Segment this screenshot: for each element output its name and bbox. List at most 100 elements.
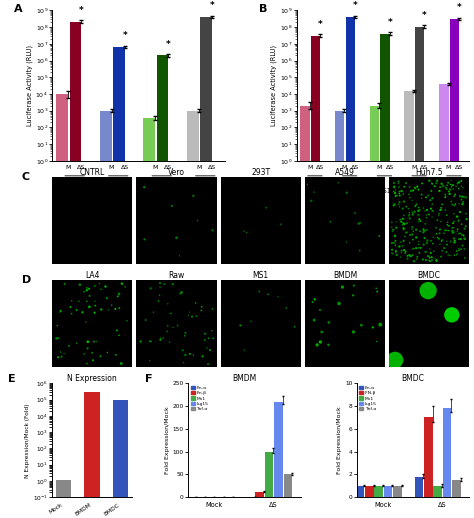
Point xyxy=(438,204,445,212)
Point xyxy=(428,194,436,203)
Point xyxy=(407,252,415,261)
Text: ΔS: ΔS xyxy=(164,165,173,170)
Point xyxy=(400,215,407,223)
Point xyxy=(461,254,469,262)
Point xyxy=(450,228,457,237)
Point xyxy=(388,223,396,232)
Point xyxy=(448,182,456,191)
Bar xyxy=(283,474,292,497)
Bar xyxy=(381,34,390,518)
Point xyxy=(416,215,423,223)
Bar xyxy=(433,486,442,497)
Text: BMDM: BMDM xyxy=(444,188,464,194)
Point xyxy=(393,191,401,199)
Bar xyxy=(384,486,392,497)
Point xyxy=(458,200,466,208)
Point xyxy=(463,215,470,223)
Point xyxy=(169,323,177,332)
Point xyxy=(400,211,408,220)
Title: MS1: MS1 xyxy=(253,271,269,280)
Text: *: * xyxy=(79,6,84,16)
Point xyxy=(421,227,428,235)
Point xyxy=(444,221,451,229)
Point xyxy=(73,339,80,348)
Point xyxy=(391,232,399,240)
Point xyxy=(455,178,463,186)
Text: *: * xyxy=(387,18,392,27)
Point xyxy=(436,240,444,249)
Point xyxy=(422,256,430,264)
Title: BMDM: BMDM xyxy=(333,271,357,280)
Point xyxy=(456,229,464,238)
Point xyxy=(450,238,457,247)
Point xyxy=(402,248,410,256)
Point xyxy=(167,309,175,318)
Point xyxy=(175,252,183,260)
Point xyxy=(83,359,91,368)
Point xyxy=(447,237,455,246)
Point xyxy=(409,230,416,238)
Point xyxy=(453,250,461,258)
Point xyxy=(450,202,458,210)
Point xyxy=(461,235,469,243)
Point xyxy=(415,240,422,249)
Point xyxy=(369,323,377,332)
Point xyxy=(390,201,398,209)
Point xyxy=(140,183,148,191)
Title: LA4: LA4 xyxy=(85,271,100,280)
Point xyxy=(179,346,187,354)
Point xyxy=(459,183,466,192)
Point xyxy=(357,219,365,227)
Point xyxy=(161,280,168,288)
Text: F: F xyxy=(145,374,153,384)
Point xyxy=(186,350,194,358)
Point xyxy=(108,301,116,309)
Point xyxy=(443,211,451,219)
Point xyxy=(389,227,396,236)
Point xyxy=(424,252,432,260)
Point xyxy=(428,256,436,264)
Text: M: M xyxy=(196,165,201,170)
Point xyxy=(440,244,448,252)
Point xyxy=(426,256,433,265)
Point xyxy=(349,291,357,299)
Title: A549: A549 xyxy=(335,168,355,177)
Point xyxy=(394,179,402,188)
Point xyxy=(182,351,189,359)
Text: ΔS: ΔS xyxy=(455,165,463,170)
Point xyxy=(157,334,164,342)
Point xyxy=(438,180,446,188)
Point xyxy=(335,299,343,308)
Point xyxy=(391,232,399,240)
Point xyxy=(452,200,459,208)
Text: Mock: Mock xyxy=(374,502,392,508)
Point xyxy=(435,211,442,220)
Point xyxy=(408,231,416,239)
Point xyxy=(428,179,436,187)
Point xyxy=(446,251,454,260)
Point xyxy=(422,193,430,202)
Title: BMDC: BMDC xyxy=(418,271,441,280)
Point xyxy=(83,284,91,292)
Point xyxy=(408,225,416,233)
Text: Mock: Mock xyxy=(206,502,223,508)
Point xyxy=(455,184,463,193)
Point xyxy=(450,210,458,218)
Point xyxy=(60,349,68,357)
Bar xyxy=(255,492,264,497)
Point xyxy=(203,344,211,352)
Point xyxy=(458,220,465,228)
Point xyxy=(350,328,357,336)
Point xyxy=(147,337,155,346)
Point xyxy=(115,290,123,298)
Bar xyxy=(84,392,100,497)
Point xyxy=(416,249,423,257)
Point xyxy=(399,221,407,229)
Point xyxy=(173,234,180,242)
Bar xyxy=(70,22,82,518)
Point xyxy=(317,338,324,346)
Point xyxy=(65,342,73,350)
Point xyxy=(455,244,463,253)
Point xyxy=(406,183,413,191)
Point xyxy=(442,183,449,192)
